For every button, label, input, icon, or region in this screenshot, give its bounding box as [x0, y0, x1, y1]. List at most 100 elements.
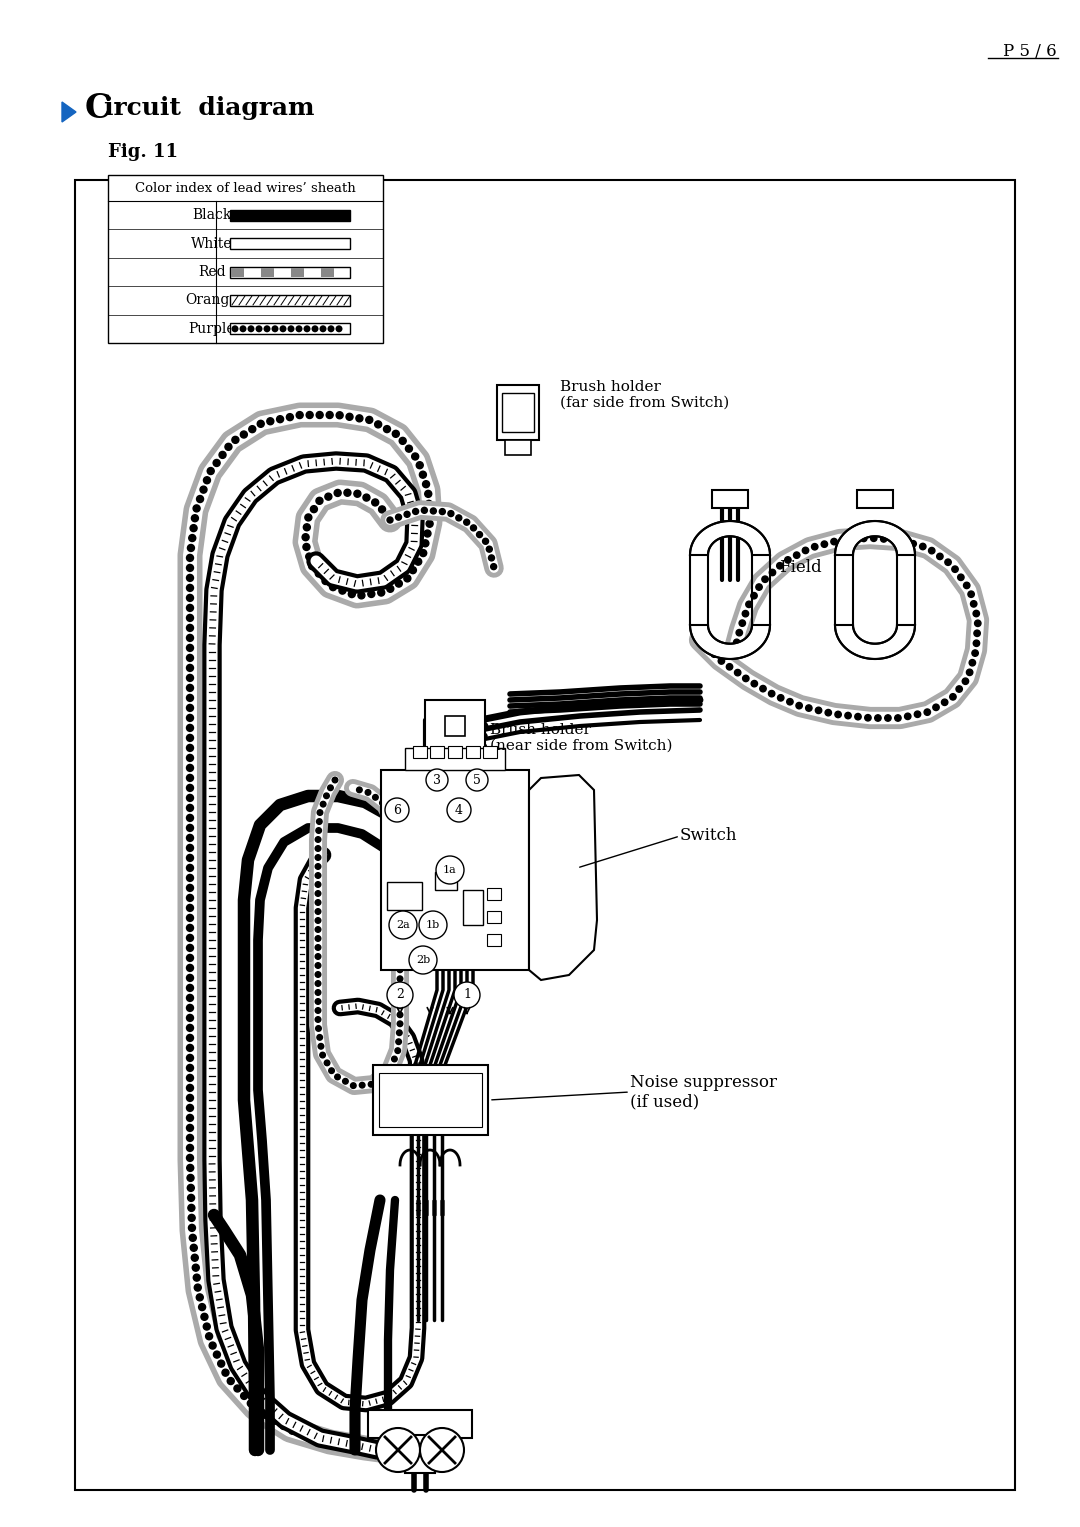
Circle shape — [187, 655, 193, 661]
Text: 2a: 2a — [396, 919, 410, 930]
Circle shape — [306, 553, 313, 560]
Circle shape — [193, 1274, 200, 1281]
Bar — [321, 267, 334, 276]
Circle shape — [465, 770, 488, 791]
Circle shape — [760, 686, 766, 692]
Circle shape — [327, 325, 335, 333]
Circle shape — [376, 1077, 381, 1083]
Circle shape — [761, 576, 768, 582]
Circle shape — [778, 695, 784, 701]
Circle shape — [188, 1205, 194, 1211]
Circle shape — [187, 1075, 193, 1081]
Circle shape — [271, 1417, 279, 1425]
Circle shape — [315, 927, 321, 933]
Circle shape — [743, 675, 750, 681]
Text: 2: 2 — [396, 988, 404, 1002]
Circle shape — [187, 895, 193, 901]
Circle shape — [324, 793, 329, 799]
Polygon shape — [690, 625, 770, 660]
Circle shape — [756, 583, 762, 591]
Circle shape — [306, 411, 313, 418]
Circle shape — [187, 1115, 193, 1121]
Circle shape — [811, 544, 818, 550]
Circle shape — [382, 1072, 388, 1077]
Circle shape — [190, 1245, 198, 1251]
Bar — [405, 1435, 435, 1474]
Bar — [230, 295, 350, 305]
Circle shape — [929, 548, 935, 554]
Circle shape — [187, 985, 193, 991]
Text: Noise suppressor
(if used): Noise suppressor (if used) — [630, 1073, 777, 1110]
Circle shape — [315, 909, 321, 915]
Circle shape — [210, 1342, 216, 1348]
Bar — [381, 770, 529, 970]
Circle shape — [187, 1165, 193, 1171]
Circle shape — [187, 715, 193, 721]
Circle shape — [187, 644, 193, 652]
Circle shape — [187, 634, 193, 641]
Circle shape — [384, 799, 409, 822]
Circle shape — [397, 1003, 403, 1008]
Circle shape — [316, 818, 322, 825]
Circle shape — [392, 431, 400, 437]
Circle shape — [785, 557, 791, 563]
Circle shape — [971, 600, 977, 608]
Circle shape — [377, 1446, 383, 1454]
Circle shape — [288, 1428, 296, 1434]
Circle shape — [200, 486, 207, 493]
Circle shape — [718, 658, 725, 664]
Circle shape — [471, 525, 476, 531]
Circle shape — [187, 1144, 193, 1151]
Circle shape — [316, 1035, 323, 1040]
Polygon shape — [835, 625, 915, 660]
Circle shape — [419, 472, 427, 478]
Bar — [426, 699, 485, 751]
Circle shape — [973, 640, 980, 646]
Bar — [379, 1073, 482, 1127]
Circle shape — [187, 1095, 193, 1101]
Circle shape — [463, 519, 470, 525]
Circle shape — [411, 454, 419, 460]
Circle shape — [974, 631, 981, 637]
Circle shape — [387, 585, 394, 592]
Circle shape — [187, 1034, 193, 1041]
Circle shape — [336, 325, 342, 333]
Circle shape — [322, 577, 329, 585]
Circle shape — [315, 1026, 321, 1031]
Circle shape — [227, 1377, 234, 1385]
Circle shape — [256, 325, 262, 333]
Circle shape — [854, 713, 861, 719]
Circle shape — [424, 490, 432, 498]
Circle shape — [447, 799, 471, 822]
Circle shape — [919, 544, 926, 550]
Circle shape — [315, 570, 322, 577]
Circle shape — [967, 669, 973, 675]
Circle shape — [188, 1214, 195, 1222]
Circle shape — [397, 994, 403, 1000]
Text: 6: 6 — [393, 803, 401, 817]
Text: Orange: Orange — [186, 293, 239, 307]
Circle shape — [440, 508, 445, 515]
Circle shape — [248, 426, 256, 432]
Circle shape — [187, 944, 193, 951]
Text: P 5 / 6: P 5 / 6 — [1003, 43, 1057, 61]
Circle shape — [187, 965, 193, 971]
Circle shape — [187, 574, 193, 582]
Circle shape — [187, 875, 193, 881]
Bar — [75, 180, 1015, 1490]
Circle shape — [336, 412, 343, 418]
Polygon shape — [690, 521, 770, 554]
Circle shape — [851, 536, 858, 542]
Circle shape — [194, 1284, 201, 1292]
Text: Purple: Purple — [189, 322, 235, 336]
Circle shape — [329, 583, 337, 591]
Circle shape — [711, 651, 717, 657]
Circle shape — [360, 1083, 365, 1087]
Circle shape — [225, 443, 232, 450]
Circle shape — [303, 524, 310, 531]
Circle shape — [802, 547, 809, 554]
Bar — [230, 267, 350, 278]
Circle shape — [393, 823, 399, 829]
Circle shape — [187, 1185, 194, 1191]
Circle shape — [777, 562, 783, 570]
